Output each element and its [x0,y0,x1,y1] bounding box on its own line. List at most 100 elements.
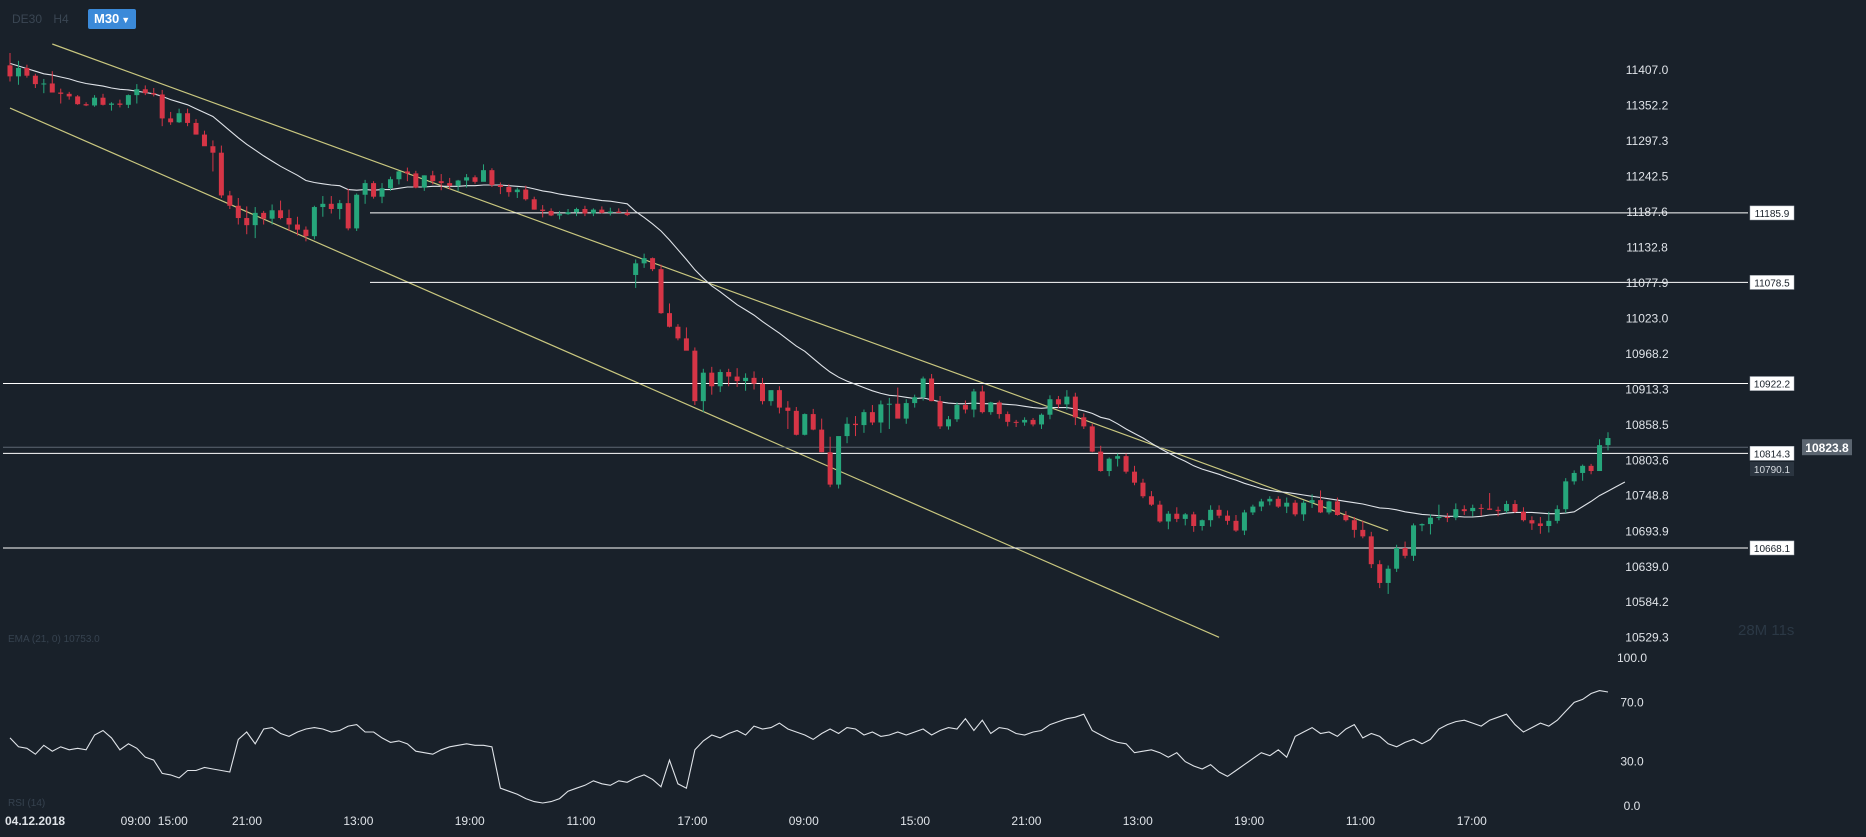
current-price-tag: 10823.8 [1802,439,1852,456]
candle [776,386,782,414]
ema-indicator-label[interactable]: EMA (21, 0) 10753.0 [8,634,100,645]
candle [472,175,478,184]
candle-body [886,403,892,405]
candle-body [430,175,436,182]
candle [489,168,495,187]
candle-body [269,210,275,219]
candle [912,394,918,408]
time-tick-label: 11:00 [1346,814,1375,828]
candle-body [108,103,114,105]
candle [903,399,909,424]
candle [836,436,842,489]
candle-body [540,209,546,211]
candle-body [1208,509,1214,521]
candle [345,188,351,231]
candle-body [988,402,994,413]
level-tag-text: 11185.9 [1755,209,1790,220]
candle-body [1039,414,1045,425]
candle-body [734,376,740,382]
symbol-name: DE30 [12,12,43,26]
candle-body [1427,517,1433,525]
candle-body [954,405,960,420]
candle [1597,439,1603,472]
rsi-indicator-label[interactable]: RSI (14) [8,798,46,809]
candle-body [1360,529,1366,537]
candle [548,208,554,217]
candle-body [979,391,985,413]
candle [979,385,985,414]
candle-body [1343,515,1349,521]
trend-channel[interactable] [9,43,1389,638]
candle-body [1351,520,1357,530]
candle [252,207,258,239]
candle-body [641,258,647,264]
ema-polyline [9,62,1626,518]
candle [1571,470,1577,485]
candle-body [328,203,334,209]
candle [371,181,377,199]
candle [1165,511,1171,530]
level-tag-text: 10668.1 [1754,544,1791,555]
candle-body [1233,520,1239,531]
candle-body [1529,520,1535,524]
candle-body [1292,502,1298,515]
candle [1394,544,1400,572]
candle-body [218,152,224,196]
candle-body [125,95,131,105]
time-tick-label: 09:00 [121,814,151,828]
candle-body [1377,564,1383,583]
candle [616,208,622,213]
candle [362,179,368,204]
time-tick-label: 17:00 [1457,814,1487,828]
candle-body [996,402,1002,415]
candle [827,436,833,488]
candle [1343,511,1349,522]
candle-body [193,122,199,135]
candle [700,368,706,413]
candle [193,119,199,135]
price-tick-label: 10639.0 [1625,560,1669,574]
candle-body [32,75,38,85]
candle-body [1385,568,1391,583]
candle [100,93,106,106]
candle-body [345,203,351,229]
candle-body [362,183,368,195]
timeframe-selector-button[interactable]: M30 ▼ [88,9,137,29]
ema-line [9,62,1626,518]
candle [650,257,656,272]
candle [675,324,681,341]
candle-body [810,414,816,430]
candle-body [303,229,309,237]
price-tick-label: 10803.6 [1625,453,1669,467]
candle-body [1419,524,1425,526]
candle [1563,478,1569,514]
horizontal-levels[interactable] [3,212,1748,549]
candle [108,102,114,111]
candle [1419,523,1425,532]
candle-body [1487,508,1493,510]
candle-body [785,407,791,411]
candle [1191,511,1197,532]
candle [320,196,326,217]
candle-body [962,405,968,410]
candle-body [658,269,664,314]
candle [185,108,191,127]
candle-body [616,211,622,213]
candle [1487,493,1493,510]
candle [1106,457,1112,477]
candle-body [311,207,317,237]
candle-body [371,183,377,197]
candle [1427,514,1433,535]
candle [1157,500,1163,523]
time-tick-label: 15:00 [158,814,188,828]
candle [996,400,1002,419]
candle [1064,390,1070,410]
bid-price-text: 10790.1 [1754,465,1791,476]
candle-body [235,205,241,219]
candle [937,395,943,429]
candle-body [548,210,554,216]
candle-body [1106,458,1112,472]
candle-body [278,210,284,219]
candle-body [151,93,157,95]
